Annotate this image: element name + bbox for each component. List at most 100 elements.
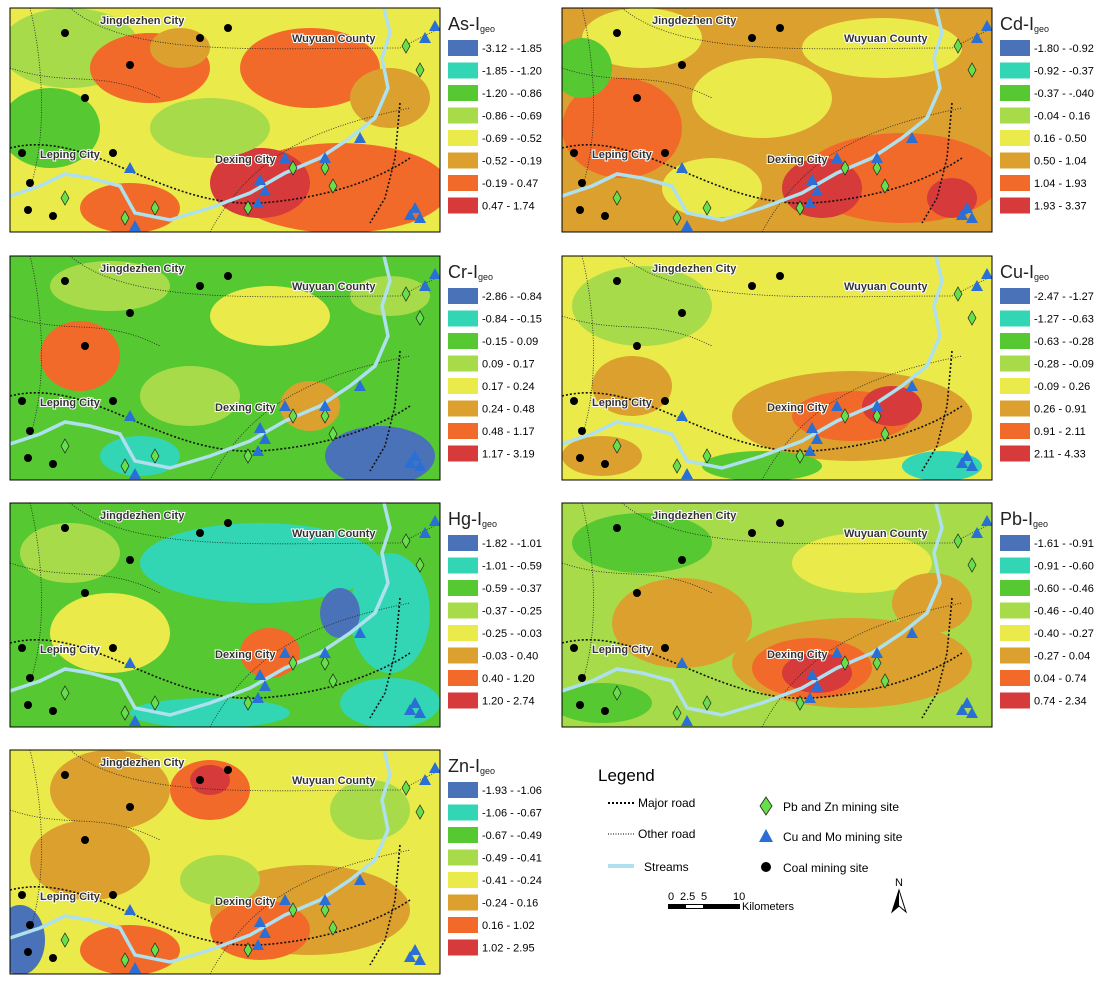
place-label: Leping City xyxy=(592,644,653,656)
class-swatch xyxy=(448,356,478,372)
contour-zone xyxy=(40,321,120,391)
coal-site xyxy=(61,524,69,532)
class-swatch xyxy=(448,625,478,641)
scale-bar xyxy=(668,904,740,909)
coal-site xyxy=(81,836,89,844)
place-label: Dexing City xyxy=(215,896,276,908)
class-range: -3.12 - -1.85 xyxy=(482,43,542,55)
title-subscript: geo xyxy=(480,24,495,34)
title-subscript: geo xyxy=(478,272,493,282)
class-swatch xyxy=(448,827,478,843)
coal-key xyxy=(761,862,771,872)
coal-site xyxy=(24,701,32,709)
coal-site xyxy=(748,529,756,537)
class-range: -2.47 - -1.27 xyxy=(1034,291,1094,303)
contour-zone xyxy=(210,286,330,346)
class-range: 1.04 - 1.93 xyxy=(1034,178,1087,190)
coal-site xyxy=(601,212,609,220)
scale-label: 5 xyxy=(701,891,707,903)
contour-zone xyxy=(280,381,340,431)
coal-site xyxy=(776,24,784,32)
class-swatch xyxy=(1000,693,1030,709)
coal-site xyxy=(109,644,117,652)
class-swatch xyxy=(448,153,478,169)
coal-site xyxy=(661,149,669,157)
class-range: -0.40 - -0.27 xyxy=(1034,628,1094,640)
place-label: Wuyuan County xyxy=(292,281,376,293)
class-swatch xyxy=(1000,378,1030,394)
place-label: Leping City xyxy=(40,644,101,656)
coal-site xyxy=(678,61,686,69)
title-main: Pb-I xyxy=(1000,509,1033,529)
class-swatch xyxy=(448,288,478,304)
class-range: -0.37 - -0.25 xyxy=(482,606,542,618)
legend-item: Major road xyxy=(638,796,695,810)
place-label: Wuyuan County xyxy=(292,33,376,45)
coal-site xyxy=(224,519,232,527)
pbzn-key xyxy=(760,797,772,815)
contour-zone xyxy=(50,593,170,673)
title-subscript: geo xyxy=(480,766,495,776)
class-swatch xyxy=(448,446,478,462)
class-range: 0.17 - 0.24 xyxy=(482,381,535,393)
legend-item: Streams xyxy=(644,860,689,874)
legend-item: Other road xyxy=(638,827,695,841)
place-label: Dexing City xyxy=(767,649,828,661)
contour-zone xyxy=(350,553,430,673)
coal-site xyxy=(633,589,641,597)
contour-zone xyxy=(325,426,435,486)
class-range: 0.09 - 0.17 xyxy=(482,359,535,371)
place-label: Wuyuan County xyxy=(292,775,376,787)
class-range: -1.27 - -0.63 xyxy=(1034,314,1094,326)
class-range: 1.93 - 3.37 xyxy=(1034,201,1087,213)
class-swatch xyxy=(448,198,478,214)
class-range: -0.15 - 0.09 xyxy=(482,336,538,348)
contour-zone xyxy=(20,523,120,583)
coal-site xyxy=(18,149,26,157)
class-swatch xyxy=(1000,423,1030,439)
class-swatch xyxy=(448,378,478,394)
title-main: Cr-I xyxy=(448,262,478,282)
coal-site xyxy=(109,149,117,157)
class-swatch xyxy=(448,580,478,596)
class-range: 0.26 - 0.91 xyxy=(1034,404,1087,416)
class-range: 2.11 - 4.33 xyxy=(1034,449,1086,461)
class-range: -1.80 - -0.92 xyxy=(1034,43,1094,55)
panel-title: Pb-Igeo xyxy=(1000,509,1048,529)
class-swatch xyxy=(448,940,478,956)
coal-site xyxy=(776,272,784,280)
class-range: -0.49 - -0.41 xyxy=(482,853,542,865)
coal-site xyxy=(49,460,57,468)
coal-site xyxy=(18,397,26,405)
class-swatch xyxy=(1000,558,1030,574)
title-main: Hg-I xyxy=(448,509,482,529)
class-range: -0.04 - 0.16 xyxy=(1034,111,1090,123)
place-label: Wuyuan County xyxy=(844,33,928,45)
contour-zone xyxy=(150,98,270,158)
map-layer: Jingdezhen CityWuyuan CountyLeping CityD… xyxy=(552,8,1002,232)
place-label: Jingdezhen City xyxy=(100,263,185,275)
contour-zone xyxy=(552,38,612,98)
legend-item: Cu and Mo mining site xyxy=(783,830,903,844)
contour-zone xyxy=(562,436,642,476)
map-panel: Jingdezhen CityWuyuan CountyLeping CityD… xyxy=(552,8,1094,232)
legend-title: Legend xyxy=(598,766,655,785)
class-range: -0.27 - 0.04 xyxy=(1034,651,1090,663)
class-swatch xyxy=(448,850,478,866)
map-panel: Jingdezhen CityWuyuan CountyLeping CityD… xyxy=(562,256,1094,481)
title-subscript: geo xyxy=(482,519,497,529)
class-swatch xyxy=(1000,175,1030,191)
map-layer: Jingdezhen CityWuyuan CountyLeping CityD… xyxy=(562,256,993,481)
coal-site xyxy=(633,94,641,102)
coal-site xyxy=(661,644,669,652)
class-swatch xyxy=(1000,288,1030,304)
title-main: Cd-I xyxy=(1000,14,1034,34)
place-label: Jingdezhen City xyxy=(652,510,737,522)
class-swatch xyxy=(448,535,478,551)
class-range: 0.16 - 1.02 xyxy=(482,920,535,932)
contour-zone xyxy=(80,925,180,975)
class-range: -0.69 - -0.52 xyxy=(482,133,542,145)
coal-site xyxy=(196,282,204,290)
class-swatch xyxy=(1000,446,1030,462)
